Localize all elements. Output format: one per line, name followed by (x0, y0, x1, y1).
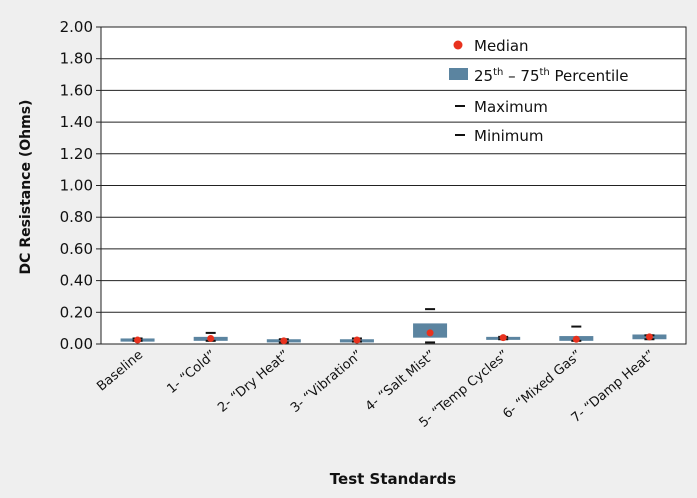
median-point (207, 334, 215, 342)
median-point (426, 329, 434, 337)
y-tick-label: 0.20 (60, 303, 93, 321)
y-tick-label: 1.40 (60, 113, 93, 131)
x-tick-label: 1- “Cold” (164, 348, 219, 397)
x-tick-label: Baseline (94, 348, 146, 395)
y-tick-label: 1.80 (60, 50, 93, 68)
y-tick-label: 1.00 (60, 177, 93, 195)
legend-percentile-label: 25th – 75th Percentile (474, 67, 629, 85)
legend-maximum-label: Maximum (474, 98, 548, 116)
y-tick-label: 1.20 (60, 145, 93, 163)
median-point (353, 336, 361, 344)
median-point (645, 333, 653, 341)
x-axis-label: Test Standards (330, 470, 457, 488)
y-tick-label: 1.60 (60, 81, 93, 99)
y-tick-labels: 0.00 0.20 0.40 0.60 0.80 1.00 1.20 1.40 1.60 1.80… (60, 18, 101, 353)
y-tick-label: 2.00 (60, 18, 93, 36)
legend-median-label: Median (474, 37, 529, 55)
x-tick-label: 4- “Salt Mist” (363, 348, 439, 415)
legend-minimum-label: Minimum (474, 127, 544, 145)
median-point (134, 336, 142, 344)
y-tick-label: 0.60 (60, 240, 93, 258)
legend-median-marker (453, 40, 463, 50)
x-tick-label: 3- “Vibration” (288, 348, 365, 416)
y-tick-label: 0.40 (60, 272, 93, 290)
x-tick-labels: Baseline 1- “Cold”2- “Dry Heat”3- “Vibrat… (94, 348, 658, 431)
legend-percentile-swatch (449, 68, 468, 80)
median-point (499, 334, 507, 342)
median-point (280, 337, 288, 345)
x-tick-label: 2- “Dry Heat” (215, 348, 292, 416)
y-axis-label: DC Resistance (Ohms) (18, 100, 34, 275)
boxes (120, 308, 667, 345)
median-point (572, 335, 580, 343)
grid (101, 58, 686, 313)
y-tick-label: 0.80 (60, 208, 93, 226)
y-tick-label: 0.00 (60, 335, 93, 353)
legend: Median 25th – 75th Percentile Maximum Mi… (449, 37, 629, 145)
